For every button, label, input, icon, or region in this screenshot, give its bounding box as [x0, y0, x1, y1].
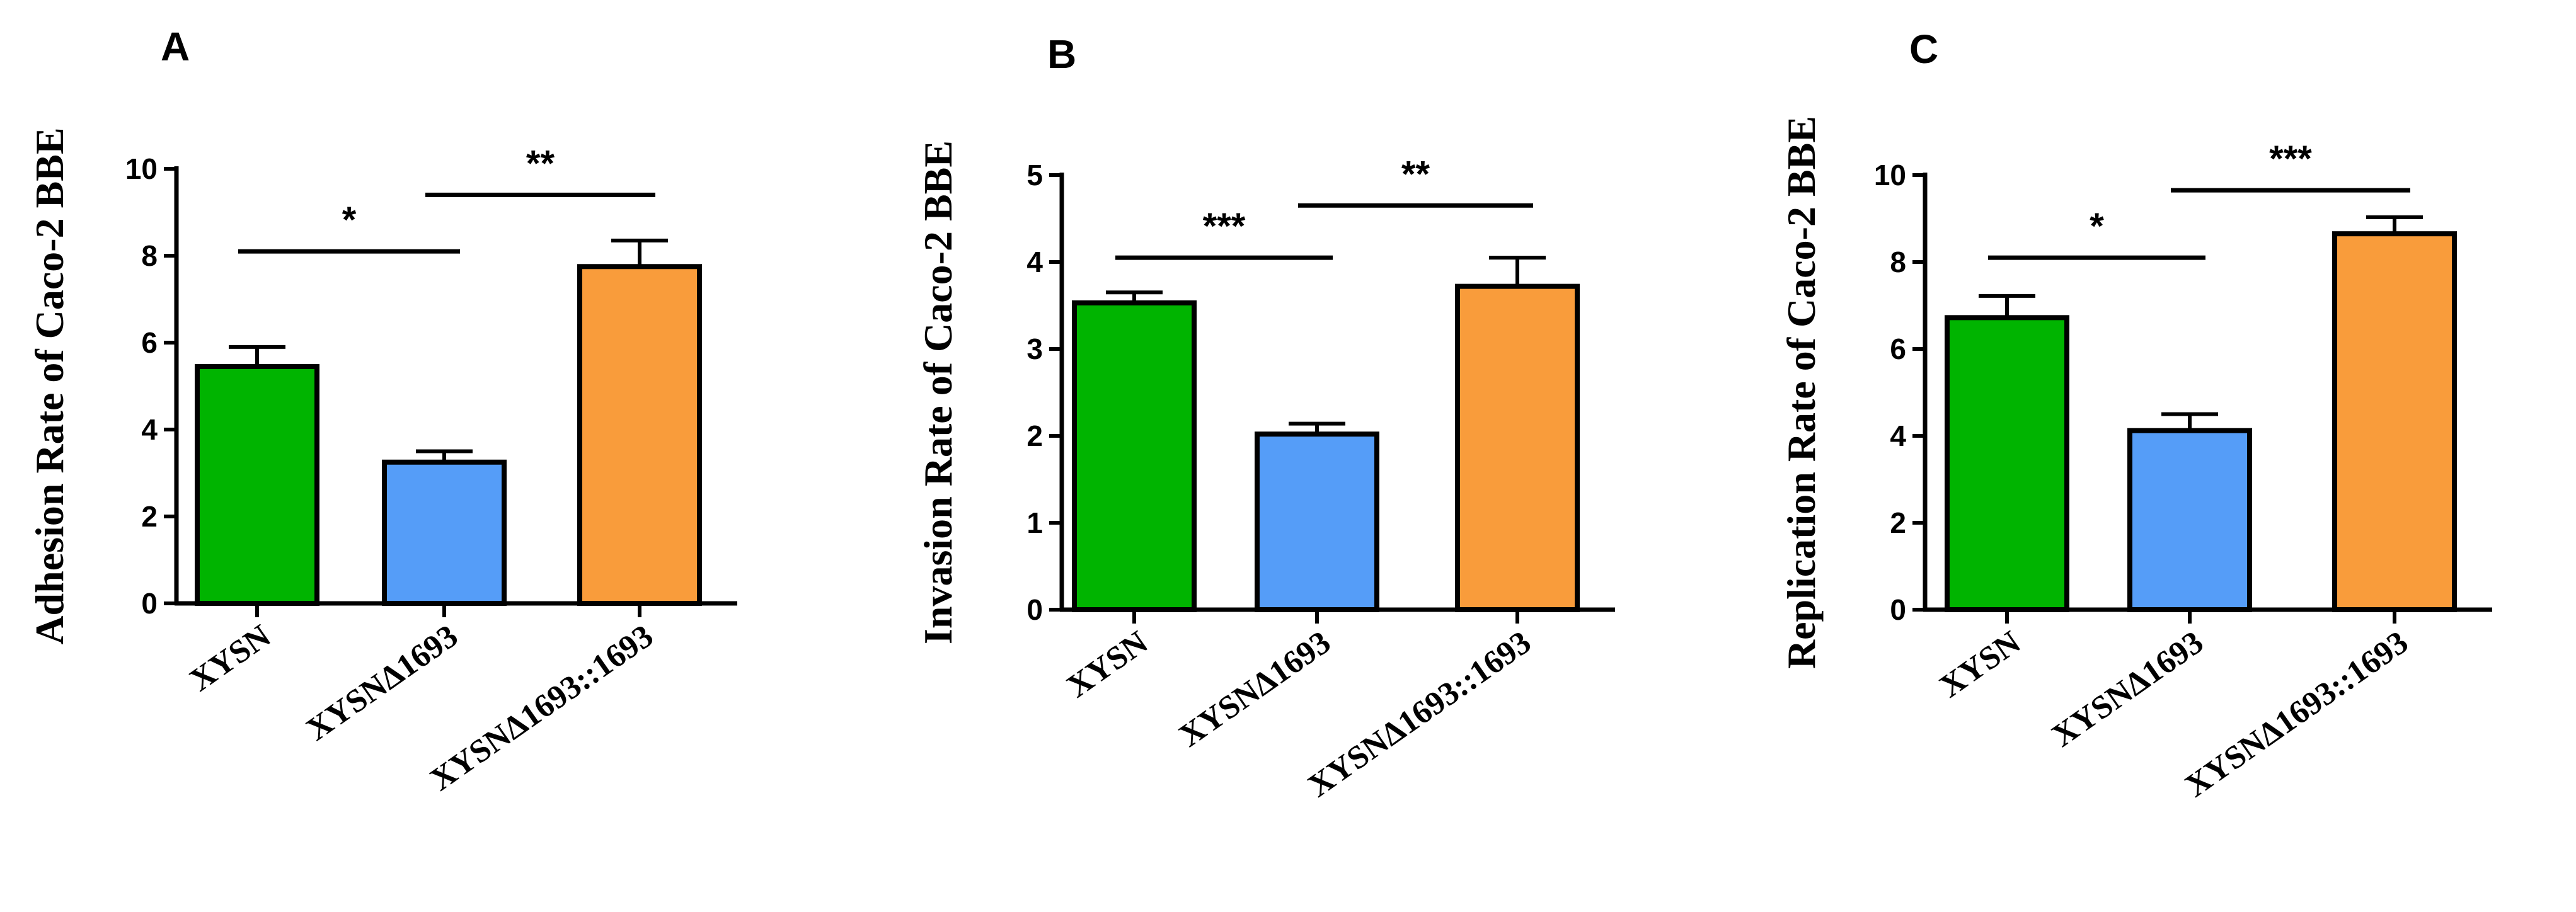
x-tick-label: XYSNΔ1693::1693: [1302, 624, 1538, 804]
y-tick-label: 4: [141, 413, 158, 446]
y-tick-label: 0: [141, 587, 158, 620]
bar: [2127, 428, 2252, 612]
y-tick-label: 3: [1026, 333, 1043, 365]
x-tick-label: XYSNΔ1693: [1173, 624, 1337, 754]
y-tick-label: 6: [141, 326, 158, 359]
y-tick-label: 2: [141, 500, 158, 533]
panel-letter: C: [1909, 26, 1938, 72]
significance-label: *: [342, 200, 357, 241]
y-tick-label: 8: [1890, 246, 1906, 278]
bar: [1255, 431, 1379, 612]
y-tick-label: 10: [125, 152, 158, 185]
x-tick-label: XYSNΔ1693: [2045, 624, 2210, 754]
bar: [1945, 315, 2069, 612]
panel-letter: B: [1047, 31, 1076, 77]
significance-label: *: [2090, 206, 2104, 247]
y-axis-label: Adhesion Rate of Caco-2 BBE: [27, 127, 72, 644]
significance-label: **: [1401, 154, 1430, 195]
x-tick-label: XYSN: [1061, 624, 1154, 705]
y-tick-label: 10: [1874, 159, 1906, 191]
bar: [1072, 300, 1197, 612]
y-tick-label: 0: [1026, 593, 1043, 626]
significance-label: **: [526, 143, 555, 184]
y-tick-label: 2: [1026, 419, 1043, 452]
bar: [2332, 231, 2457, 612]
bar: [577, 264, 702, 606]
significance-label: ***: [1203, 206, 1246, 247]
y-tick-label: 5: [1026, 159, 1043, 191]
significance-label: ***: [2269, 139, 2312, 180]
x-tick-label: XYSN: [1933, 624, 2027, 705]
panel-a: A Adhesion Rate of Caco-2 BBE 0 2 4 6 8 10 XYSN X…: [27, 24, 737, 798]
x-tick-label: XYSN: [183, 618, 277, 698]
y-tick-label: 0: [1890, 593, 1906, 626]
bar: [1455, 283, 1580, 612]
panel-c: C Replication Rate of Caco-2 BBE 0 2 4 6 8 10 XY…: [1779, 26, 2492, 804]
y-tick-label: 4: [1026, 246, 1043, 278]
y-axis-label: Invasion Rate of Caco-2 BBE: [916, 140, 960, 644]
bar: [195, 363, 319, 606]
y-axis-label: Replication Rate of Caco-2 BBE: [1779, 116, 1824, 669]
panel-letter: A: [161, 24, 190, 69]
y-tick-label: 8: [141, 239, 158, 272]
x-tick-label: XYSNΔ1693: [300, 618, 464, 748]
bar: [382, 459, 507, 606]
y-tick-label: 4: [1890, 419, 1906, 452]
y-tick-label: 6: [1890, 333, 1906, 365]
y-tick-label: 2: [1890, 506, 1906, 539]
x-tick-label: XYSNΔ1693::1693: [2179, 624, 2415, 804]
y-tick-label: 1: [1026, 506, 1043, 539]
